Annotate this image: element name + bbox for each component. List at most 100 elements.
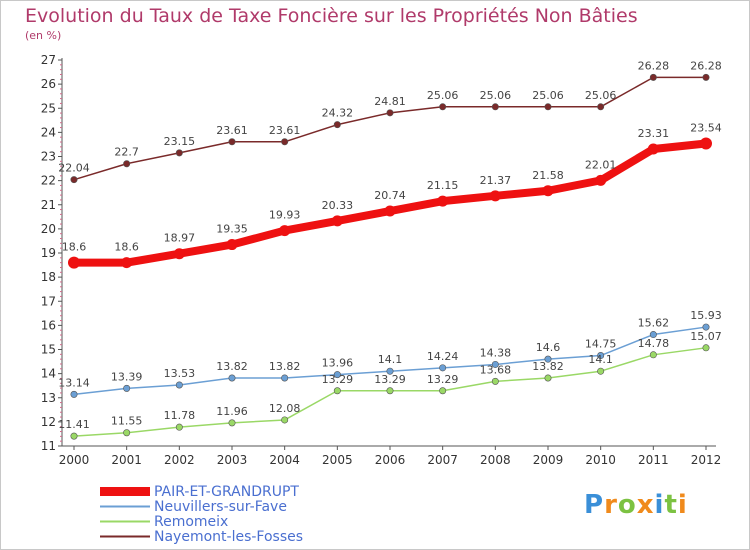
data-label: 13.82 <box>216 360 248 373</box>
data-point <box>386 109 394 117</box>
data-label: 14.1 <box>588 353 613 366</box>
data-label: 11.78 <box>164 409 196 422</box>
data-label: 20.33 <box>322 199 354 212</box>
legend-label: Nayemont-les-Fosses <box>154 528 304 545</box>
data-point <box>123 160 131 168</box>
data-point <box>439 103 447 111</box>
data-point <box>281 138 289 146</box>
legend-label: PAIR-ET-GRANDRUPT <box>154 483 299 500</box>
x-tick-label: 2000 <box>59 453 90 467</box>
data-point <box>597 352 605 360</box>
data-label: 23.15 <box>164 135 196 148</box>
data-label: 13.29 <box>427 373 459 386</box>
legend-label: Neuvillers-sur-Fave <box>154 498 287 515</box>
data-label: 13.29 <box>322 373 354 386</box>
data-point <box>489 190 501 202</box>
data-label: 25.06 <box>585 89 617 102</box>
y-tick-label: 24 <box>41 125 56 139</box>
x-tick-label: 2009 <box>533 453 564 467</box>
data-point <box>226 239 238 251</box>
y-tick-label: 23 <box>41 150 56 164</box>
data-point <box>175 381 183 389</box>
y-tick-label: 27 <box>41 53 56 67</box>
data-point <box>384 205 396 217</box>
data-label: 11.96 <box>216 405 248 418</box>
data-point <box>491 377 499 385</box>
chart-title: Evolution du Taux de Taxe Foncière sur l… <box>25 5 638 27</box>
data-point <box>544 103 552 111</box>
data-label: 15.93 <box>690 309 722 322</box>
data-label: 11.41 <box>58 418 90 431</box>
data-point <box>228 419 236 427</box>
y-tick-label: 17 <box>41 294 56 308</box>
data-point <box>70 176 78 184</box>
data-label: 26.28 <box>690 59 722 72</box>
legend-item[interactable]: PAIR-ET-GRANDRUPT <box>100 483 303 500</box>
data-point <box>279 225 291 237</box>
data-point <box>491 360 499 368</box>
logo-letter: i <box>654 490 665 520</box>
data-point <box>702 344 710 352</box>
logo-letter: r <box>604 490 618 520</box>
data-point <box>702 323 710 331</box>
logo-letter: P <box>584 490 605 520</box>
chart-legend: PAIR-ET-GRANDRUPT Neuvillers-sur-Fave Re… <box>100 483 304 545</box>
data-label: 14.1 <box>378 353 403 366</box>
y-tick-label: 20 <box>41 222 56 236</box>
y-tick-label: 12 <box>41 415 56 429</box>
y-tick-label: 19 <box>41 246 56 260</box>
data-label: 14.24 <box>427 350 459 363</box>
data-label: 25.06 <box>480 89 512 102</box>
data-label: 14.75 <box>585 338 617 351</box>
data-point <box>175 149 183 157</box>
data-point <box>175 423 183 431</box>
data-point <box>544 374 552 382</box>
data-label: 18.97 <box>164 232 196 245</box>
data-point <box>333 371 341 379</box>
proxiti-logo: Proxiti <box>584 490 688 520</box>
legend-swatch <box>100 535 150 538</box>
chart-subtitle: (en %) <box>25 29 62 42</box>
data-label: 19.93 <box>269 209 301 222</box>
logo-letter: t <box>664 490 678 520</box>
x-tick-label: 2002 <box>164 453 195 467</box>
legend-item[interactable]: Neuvillers-sur-Fave <box>100 498 303 515</box>
data-label: 13.39 <box>111 370 143 383</box>
data-point <box>542 185 554 197</box>
logo-letter: o <box>617 490 637 520</box>
data-point <box>386 367 394 375</box>
data-label: 21.58 <box>532 169 564 182</box>
data-label: 22.01 <box>585 158 617 171</box>
data-label: 11.55 <box>111 415 143 428</box>
data-point <box>123 384 131 392</box>
data-point <box>439 387 447 395</box>
legend-label: Remomeix <box>154 513 229 530</box>
data-label: 14.38 <box>480 346 512 359</box>
data-point <box>281 416 289 424</box>
data-point <box>649 351 657 359</box>
legend-item[interactable]: Nayemont-les-Fosses <box>100 528 304 545</box>
data-point <box>439 364 447 372</box>
data-point <box>437 195 449 207</box>
data-label: 13.96 <box>322 357 354 370</box>
logo-letter: i <box>677 490 688 520</box>
data-label: 25.06 <box>532 89 564 102</box>
data-point <box>491 103 499 111</box>
data-label: 22.7 <box>114 146 139 159</box>
data-label: 26.28 <box>638 59 670 72</box>
data-point <box>649 331 657 339</box>
data-point <box>544 355 552 363</box>
x-tick-label: 2001 <box>111 453 142 467</box>
x-tick-label: 2003 <box>217 453 248 467</box>
data-point <box>123 429 131 437</box>
data-label: 23.61 <box>216 124 248 137</box>
data-label: 13.68 <box>480 363 512 376</box>
y-tick-label: 15 <box>41 343 56 357</box>
legend-item[interactable]: Remomeix <box>100 513 303 530</box>
data-point <box>595 174 607 186</box>
y-tick-label: 14 <box>41 367 56 381</box>
y-tick-label: 21 <box>41 198 56 212</box>
data-point <box>331 215 343 227</box>
